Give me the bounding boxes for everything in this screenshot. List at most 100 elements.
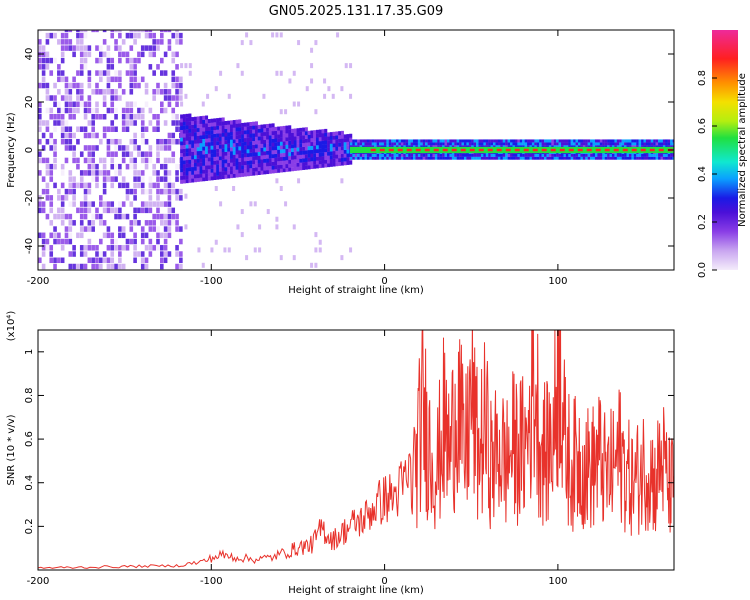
heatmap-cell: [315, 160, 319, 165]
heatmap-cell: [38, 45, 42, 51]
heatmap-cell: [53, 57, 57, 64]
heatmap-cell: [83, 157, 88, 164]
heatmap-cell: [343, 142, 347, 147]
heatmap-cell: [180, 164, 184, 169]
heatmap-cell: [196, 143, 200, 148]
heatmap-cell: [291, 148, 295, 153]
heatmap-cell: [163, 120, 168, 126]
heatmap-cell: [133, 188, 137, 195]
heatmap-cell: [68, 170, 73, 176]
heatmap-cell: [279, 255, 283, 261]
heatmap-cell: [193, 135, 197, 140]
heatmap-cell: [68, 201, 73, 207]
heatmap-cell: [582, 139, 586, 143]
heatmap-cell: [91, 245, 95, 251]
heatmap-cell: [502, 156, 506, 160]
heatmap-cell: [45, 120, 50, 126]
heatmap-cell: [454, 145, 457, 149]
heatmap-cell: [643, 139, 647, 143]
heatmap-cell: [327, 132, 331, 137]
heatmap-cell: [152, 170, 156, 176]
heatmap-cell: [279, 130, 283, 135]
heatmap-cell: [148, 176, 153, 182]
heatmap-cell: [121, 157, 126, 164]
heatmap-cell: [391, 139, 394, 143]
heatmap-cell: [507, 153, 511, 157]
heatmap-cell: [125, 126, 130, 132]
heatmap-cell: [68, 220, 73, 226]
heatmap-cell: [179, 263, 183, 270]
heatmap-cell: [106, 151, 111, 157]
heatmap-cell: [171, 138, 176, 145]
heatmap-cell: [391, 142, 394, 146]
heatmap-cell: [156, 207, 160, 214]
heatmap-cell: [180, 133, 184, 138]
heatmap-cell: [230, 166, 234, 171]
heatmap-cell: [95, 45, 99, 51]
heatmap-cell: [519, 156, 523, 160]
heatmap-cell: [271, 157, 275, 162]
heatmap-cell: [41, 70, 46, 76]
heatmap-cell: [478, 142, 482, 146]
heatmap-cell: [349, 145, 353, 149]
heatmap-cell: [167, 188, 172, 195]
heatmap-cell: [188, 148, 192, 153]
heatmap-cell: [156, 138, 160, 145]
heatmap-cell: [245, 32, 249, 38]
heatmap-cell: [227, 147, 231, 152]
heatmap-cell: [444, 153, 448, 157]
heatmap-cell: [171, 213, 176, 220]
heatmap-cell: [175, 245, 179, 251]
heatmap-cell: [268, 165, 272, 170]
heatmap-cell: [275, 70, 279, 76]
heatmap-cell: [102, 114, 107, 120]
heatmap-cell: [230, 154, 234, 159]
heatmap-cell: [171, 51, 176, 58]
heatmap-cell: [587, 156, 591, 160]
heatmap-cell: [102, 207, 107, 214]
heatmap-cell: [144, 220, 149, 226]
heatmap-cell: [218, 140, 222, 145]
heatmap-cell: [292, 224, 296, 230]
heatmap-cell: [87, 101, 92, 108]
heatmap-cell: [456, 156, 460, 160]
heatmap-cell: [297, 40, 301, 46]
heatmap-cell: [512, 142, 516, 146]
heatmap-cell: [64, 145, 69, 151]
heatmap-cell: [271, 127, 275, 132]
heatmap-cell: [160, 101, 164, 108]
heatmap-cell: [182, 118, 186, 123]
heatmap-cell: [292, 255, 296, 261]
heatmap-cell: [232, 123, 236, 128]
heatmap-cell: [213, 126, 217, 131]
heatmap-cell: [227, 247, 231, 253]
heatmap-cell: [171, 207, 176, 214]
heatmap-cell: [213, 133, 217, 138]
heatmap-cell: [182, 167, 186, 172]
heatmap-cell: [514, 142, 518, 146]
heatmap-cell: [199, 169, 203, 174]
heatmap-cell: [403, 142, 406, 146]
heatmap-cell: [235, 150, 239, 155]
heatmap-cell: [38, 257, 42, 264]
heatmap-cell: [310, 161, 314, 166]
heatmap-cell: [422, 156, 426, 160]
heatmap-cell: [199, 119, 203, 124]
heatmap-cell: [340, 153, 344, 158]
heatmap-cell: [444, 145, 448, 149]
heatmap-cell: [383, 156, 387, 160]
heatmap-cell: [252, 121, 256, 126]
heatmap-cell: [285, 164, 289, 169]
heatmap-cell: [235, 173, 239, 178]
heatmap-cell: [144, 257, 149, 264]
heatmap-cell: [106, 226, 111, 232]
heatmap-cell: [536, 145, 540, 149]
heatmap-cell: [133, 245, 137, 251]
heatmap-cell: [257, 151, 261, 156]
heatmap-cell: [541, 142, 545, 146]
heatmap-cell: [156, 238, 160, 245]
heatmap-cell: [49, 132, 54, 139]
heatmap-cell: [106, 76, 111, 83]
heatmap-cell: [403, 139, 406, 143]
heatmap-cell: [670, 139, 673, 143]
